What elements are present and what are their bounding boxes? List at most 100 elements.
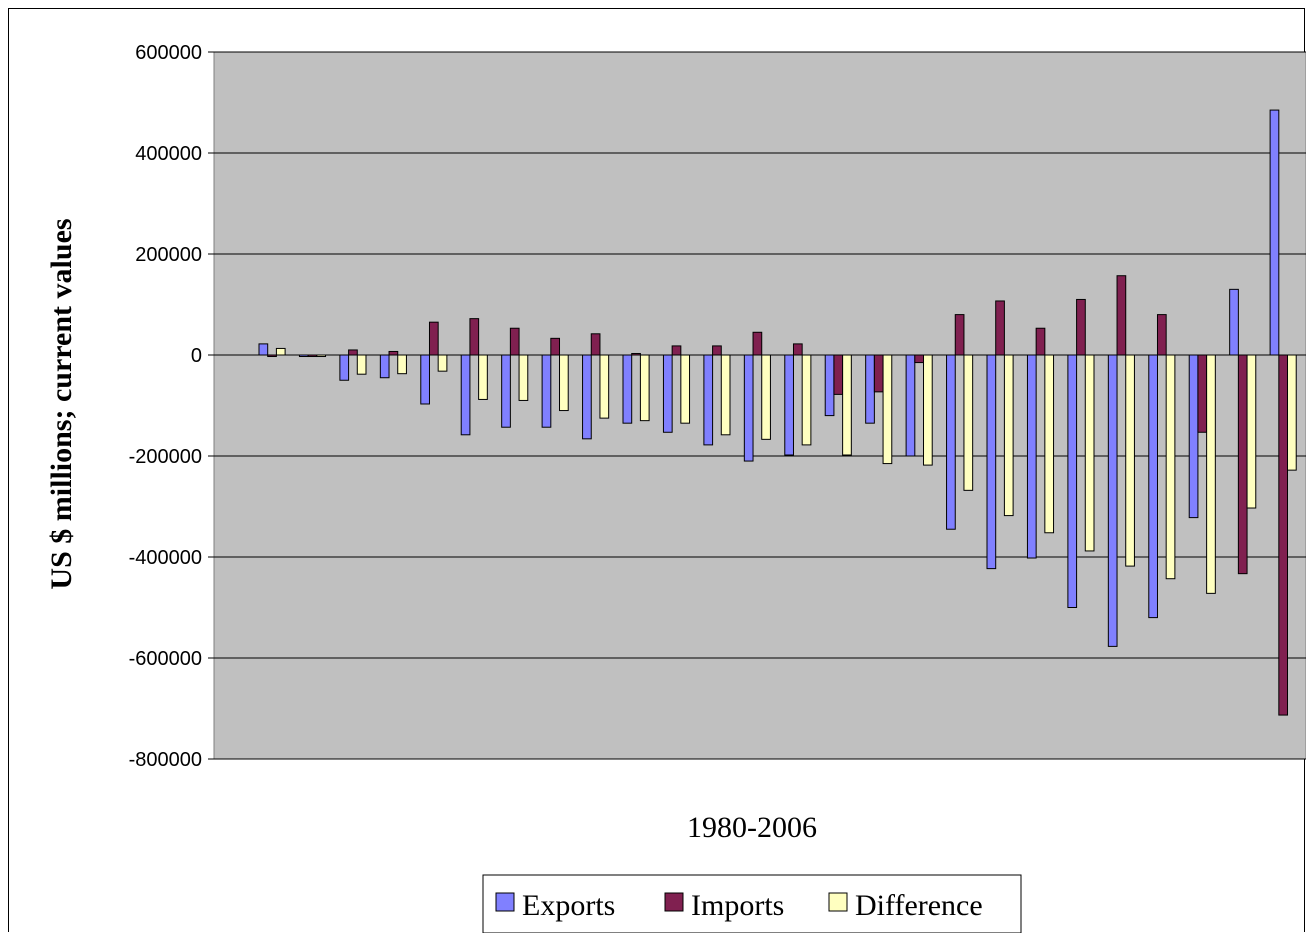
bar-imports-2001	[1116, 275, 1127, 356]
bar-imports-2002	[1156, 314, 1167, 356]
bar-imports-1986	[509, 327, 520, 356]
bar-exports-1992	[743, 354, 754, 462]
bar-imports-1984	[428, 321, 439, 356]
y-axis-label: US $ millions; current values	[45, 218, 78, 589]
bar-imports-1993	[792, 343, 803, 356]
bar-difference-1980	[275, 347, 286, 356]
bar-difference-1996	[923, 354, 933, 466]
bar-difference-2003	[1206, 354, 1216, 594]
bar-difference-1998	[1003, 354, 1014, 517]
bar-difference-1990	[680, 354, 691, 424]
bar-imports-1988	[590, 333, 601, 356]
legend-label-exports: Exports	[522, 889, 615, 922]
bar-difference-1982	[356, 354, 367, 375]
bar-exports-2000	[1067, 354, 1078, 608]
bar-imports-1994	[833, 354, 844, 395]
bar-imports-1982	[348, 349, 358, 356]
bar-imports-1990	[671, 345, 682, 356]
bar-imports-1981	[307, 354, 318, 358]
y-tick-label: 600000	[135, 42, 202, 64]
bar-difference-2005	[1287, 354, 1297, 471]
bar-exports-1997	[946, 354, 956, 530]
bar-exports-1984	[420, 354, 430, 405]
bar-exports-1987	[541, 354, 552, 428]
bar-exports-1988	[582, 354, 592, 440]
bar-exports-1998	[986, 354, 997, 570]
bar-exports-1986	[501, 354, 511, 428]
bar-difference-1995	[882, 354, 893, 465]
bar-imports-1991	[712, 345, 722, 356]
bar-difference-1999	[1044, 354, 1055, 534]
bar-exports-1981	[298, 354, 309, 358]
bar-imports-1999	[1035, 327, 1046, 356]
bar-imports-2004	[1237, 354, 1248, 575]
bar-imports-2003	[1197, 354, 1208, 433]
bar-imports-2005	[1278, 354, 1289, 716]
bar-imports-1987	[550, 337, 561, 356]
bar-exports-1994	[824, 354, 835, 417]
y-tick-label: 200000	[135, 244, 202, 266]
bar-exports-1980	[258, 343, 269, 356]
bar-imports-1985	[469, 318, 480, 356]
bar-imports-1998	[995, 300, 1005, 356]
bar-imports-1992	[752, 331, 763, 356]
bar-difference-1987	[559, 354, 569, 412]
bar-difference-1993	[801, 354, 812, 446]
legend-label-difference: Difference	[855, 889, 983, 922]
bar-difference-2000	[1084, 354, 1095, 552]
bar-difference-1989	[639, 354, 650, 422]
bar-difference-2002	[1165, 354, 1176, 580]
bar-imports-2000	[1076, 298, 1086, 356]
y-tick-label: 0	[191, 345, 202, 367]
bar-imports-1995	[873, 354, 884, 393]
legend-swatch-imports	[664, 892, 684, 912]
legend-label-imports: Imports	[691, 889, 784, 922]
y-tick-label: -800000	[129, 749, 202, 771]
bar-exports-1982	[339, 354, 350, 381]
bar-exports-1995	[865, 354, 875, 424]
bar-exports-1999	[1026, 354, 1037, 559]
bar-exports-1991	[703, 354, 714, 446]
bar-difference-1985	[478, 354, 488, 400]
legend-swatch-exports	[495, 892, 515, 912]
legend-swatch-difference	[828, 892, 848, 912]
bar-difference-1986	[518, 354, 529, 401]
bar-exports-1996	[905, 354, 916, 457]
y-tick-label: -600000	[129, 648, 202, 670]
bar-exports-2005	[1269, 109, 1280, 356]
bar-difference-1988	[599, 354, 610, 419]
bar-difference-2001	[1125, 354, 1135, 567]
bar-exports-1993	[784, 354, 794, 456]
y-tick-label: 400000	[135, 143, 202, 165]
bar-exports-1990	[662, 354, 673, 433]
bar-difference-1992	[761, 354, 771, 440]
bar-exports-2001	[1107, 354, 1118, 647]
bar-imports-1980	[267, 354, 277, 358]
bar-difference-1981	[316, 354, 327, 358]
bar-imports-1989	[631, 352, 641, 356]
bar-chart: 600000 400000 200000 0 -200000 -400000 -600000…	[45, 42, 1306, 933]
bar-difference-1984	[437, 354, 448, 372]
bar-difference-1983	[397, 354, 407, 375]
bar-imports-1983	[388, 350, 399, 356]
y-axis-ticks: 600000 400000 200000 0 -200000 -400000 -600000…	[129, 42, 214, 771]
chart-frame: 600000 400000 200000 0 -200000 -400000 -600000…	[8, 8, 1306, 933]
bar-difference-2004	[1246, 354, 1257, 509]
bar-imports-1996	[914, 354, 925, 364]
bar-imports-1997	[954, 314, 965, 356]
bar-exports-2003	[1188, 354, 1199, 519]
bar-difference-1994	[842, 354, 852, 456]
bar-exports-2004	[1229, 288, 1239, 356]
bar-difference-1997	[963, 354, 974, 491]
bars	[258, 109, 1297, 716]
bar-exports-1989	[622, 354, 633, 424]
bar-exports-1985	[460, 354, 471, 436]
bar-difference-1991	[720, 354, 731, 436]
bar-exports-2002	[1148, 354, 1158, 619]
y-tick-label: -200000	[129, 446, 202, 468]
legend: Exports Imports Difference	[482, 874, 1022, 933]
y-tick-label: -400000	[129, 547, 202, 569]
x-axis-label: 1980-2006	[687, 811, 817, 844]
bar-exports-1983	[379, 354, 390, 379]
plot-area	[213, 51, 1306, 760]
